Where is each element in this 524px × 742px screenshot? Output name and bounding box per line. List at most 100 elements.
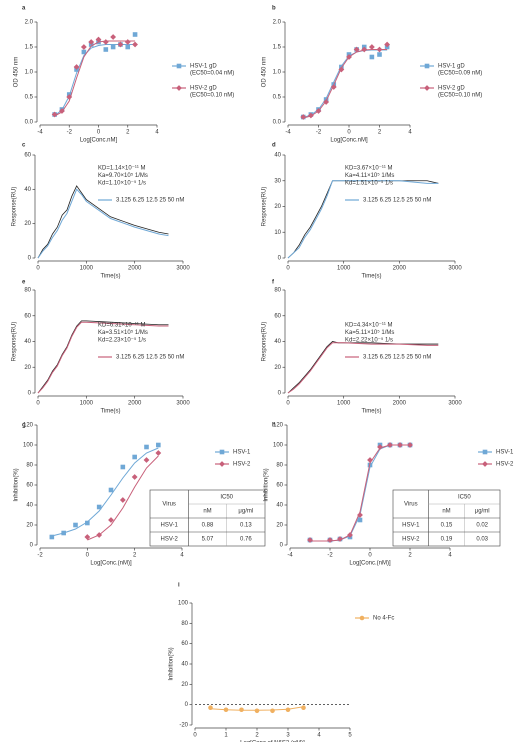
y-tick-label: 60 — [274, 313, 281, 319]
point — [338, 66, 345, 73]
point — [110, 34, 117, 40]
point — [120, 464, 126, 470]
panel-label: g — [22, 423, 26, 429]
x-tick-label: 2000 — [128, 266, 142, 272]
y-tick-label: 60 — [24, 153, 31, 159]
y-tick-label: 1.0 — [273, 70, 282, 76]
fit-curve — [54, 40, 136, 117]
point — [323, 99, 330, 105]
x-tick-label: 3000 — [176, 266, 190, 272]
y-tick-label: 60 — [181, 641, 188, 647]
point — [397, 442, 403, 448]
point — [96, 504, 102, 510]
x-axis-label: Time(s) — [361, 274, 381, 280]
point — [377, 52, 382, 57]
table-cell: HSV-1 — [160, 523, 178, 529]
y-tick-label: 20 — [181, 682, 188, 688]
x-tick-label: 3000 — [448, 401, 462, 407]
legend-note: (EC50=0.04 nM) — [190, 71, 234, 77]
y-tick-label: 100 — [178, 601, 189, 607]
x-tick-label: 2 — [408, 553, 412, 559]
legend-marker — [482, 461, 488, 467]
x-tick-label: -4 — [37, 130, 43, 136]
x-tick-label: 3000 — [448, 266, 462, 272]
point — [208, 705, 213, 711]
legend-label: 3.125 6.25 12.5 25 50 nM — [116, 198, 184, 204]
table-cell: HSV-2 — [160, 537, 178, 543]
table-header: Virus — [162, 502, 176, 508]
x-tick-label: 0 — [36, 401, 40, 407]
y-tick-label: 1.5 — [25, 45, 34, 51]
x-tick-label: 2 — [255, 733, 259, 739]
legend-marker — [424, 85, 430, 91]
point — [124, 39, 131, 45]
table-cell: HSV-1 — [402, 523, 420, 529]
table-cell: 0.13 — [240, 523, 252, 529]
point — [108, 487, 114, 493]
y-tick-label: 60 — [24, 313, 31, 319]
sensorgram-line — [37, 321, 169, 394]
point — [327, 537, 333, 543]
x-tick-label: 0 — [193, 733, 197, 739]
sensorgram-line — [287, 180, 439, 259]
x-axis-label: Log[Conc.of N6S2 (nM)] — [240, 741, 305, 742]
point — [155, 450, 162, 456]
point — [156, 442, 161, 448]
point — [103, 47, 109, 52]
point — [368, 44, 375, 50]
y-axis-label: Response(RU) — [262, 322, 268, 362]
y-axis-label: Response(RU) — [262, 187, 268, 227]
y-tick-label: 80 — [24, 288, 31, 294]
legend-label: HSV-1 gD — [190, 64, 217, 70]
x-tick-label: 1000 — [80, 266, 94, 272]
point — [143, 457, 150, 463]
y-tick-label: 20 — [276, 523, 283, 529]
point — [239, 707, 244, 713]
point — [144, 444, 149, 450]
y-tick-label: 2.0 — [273, 20, 282, 26]
y-tick-label: 10 — [274, 230, 281, 236]
y-tick-label: 0 — [278, 256, 282, 262]
panel-label: d — [272, 143, 276, 149]
x-axis-label: Log[Conc.(nM)] — [349, 561, 391, 567]
x-tick-label: 2000 — [128, 401, 142, 407]
point — [407, 442, 413, 448]
annotation: Ka=4.11×10⁵ 1/Ms — [345, 172, 394, 179]
x-axis-label: Log[Conc.nM] — [330, 138, 368, 144]
point — [95, 36, 102, 43]
table-cell: 0.15 — [441, 523, 453, 529]
table-cell: 0.76 — [240, 537, 252, 543]
annotation: KD=3.67×10⁻¹¹ M — [345, 166, 393, 172]
point — [132, 41, 138, 48]
x-tick-label: 3 — [286, 733, 290, 739]
y-tick-label: 1.0 — [25, 70, 34, 76]
annotation: Ka=3.51×10⁵ 1/Ms — [98, 329, 148, 336]
y-tick-label: -20 — [179, 723, 188, 729]
point — [59, 108, 65, 114]
chart-panel: g-2 0 2 4020406080100120Log[Conc.(nM)]Inhib… — [14, 423, 266, 567]
y-tick-label: 40 — [274, 153, 281, 159]
y-tick-label: 0 — [185, 702, 189, 708]
x-tick-label: 3000 — [176, 401, 190, 407]
point — [73, 522, 78, 528]
y-tick-label: 80 — [274, 288, 281, 294]
y-tick-label: 20 — [274, 365, 281, 371]
table-cell: HSV-2 — [402, 537, 420, 543]
sensorgram-line — [287, 180, 439, 259]
annotation: Kd=1.51×10⁻⁵ 1/s — [345, 180, 393, 187]
x-tick-label: 0 — [286, 401, 290, 407]
point — [357, 512, 363, 518]
x-tick-label: 2 — [126, 130, 130, 136]
sensorgram-line — [37, 188, 169, 259]
y-tick-label: 0.0 — [273, 120, 282, 126]
x-tick-label: 2000 — [393, 266, 407, 272]
legend-label: HSV-2 — [496, 462, 514, 468]
x-tick-label: 0 — [97, 130, 101, 136]
point — [330, 84, 337, 90]
y-tick-label: 0 — [280, 543, 284, 549]
point — [96, 532, 103, 538]
point — [376, 46, 383, 53]
fit-curve — [310, 444, 410, 542]
point — [88, 39, 95, 45]
